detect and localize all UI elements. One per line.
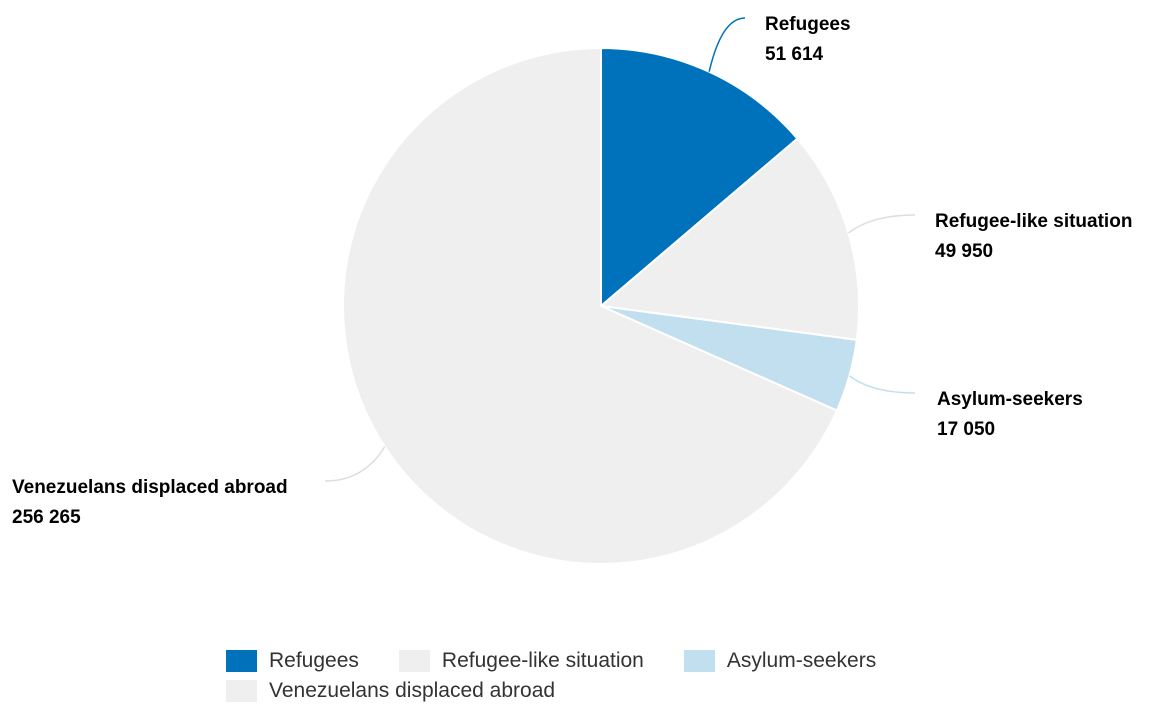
legend-swatch (398, 650, 430, 672)
leader-line (708, 17, 746, 72)
slice-label-name: Refugees (765, 14, 851, 35)
slice-label-value: 49 950 (935, 241, 993, 262)
legend-label: Refugees (269, 649, 359, 672)
slice-label-value: 256 265 (12, 507, 81, 528)
leader-lines (324, 17, 916, 482)
legend-item-venezuelans-displaced-abroad[interactable]: Venezuelans displaced abroad (226, 679, 555, 703)
pie-slice-venezuelans-displaced-abroad[interactable] (342, 46, 839, 565)
pie-slices (342, 46, 860, 565)
pie-slice-refugee-like-situation[interactable] (598, 137, 860, 341)
pie-slice-refugees[interactable] (600, 46, 799, 309)
legend-item-asylum-seekers[interactable]: Asylum-seekers (683, 649, 877, 673)
legend-swatch (226, 680, 257, 702)
pie-chart: Refugees 51 614 Refugee-like situation 49 9… (12, 14, 1132, 565)
legend-item-refugee-like-situation[interactable]: Refugee-like situation (398, 649, 644, 673)
slice-label-name: Venezuelans displaced abroad (12, 477, 288, 498)
legend-row: Venezuelans displaced abroad (226, 676, 986, 706)
legend-label: Refugee-like situation (441, 649, 644, 672)
slice-labels: Refugees 51 614 Refugee-like situation 49 9… (12, 14, 1132, 528)
legend-swatch (683, 650, 715, 672)
legend: Refugees Refugee-like situation Asylum-s… (226, 646, 986, 706)
legend-label: Venezuelans displaced abroad (269, 679, 556, 702)
leader-line (848, 375, 916, 394)
legend-row: Refugees Refugee-like situation Asylum-s… (226, 646, 986, 676)
leader-line (847, 214, 916, 234)
slice-label-name: Refugee-like situation (935, 211, 1132, 232)
legend-swatch (226, 650, 257, 672)
slice-label-value: 51 614 (765, 44, 824, 65)
leader-line (324, 446, 386, 482)
slice-label-value: 17 050 (937, 419, 995, 440)
legend-item-refugees[interactable]: Refugees (226, 649, 359, 673)
slice-label-name: Asylum-seekers (937, 389, 1083, 410)
legend-label: Asylum-seekers (726, 649, 877, 672)
